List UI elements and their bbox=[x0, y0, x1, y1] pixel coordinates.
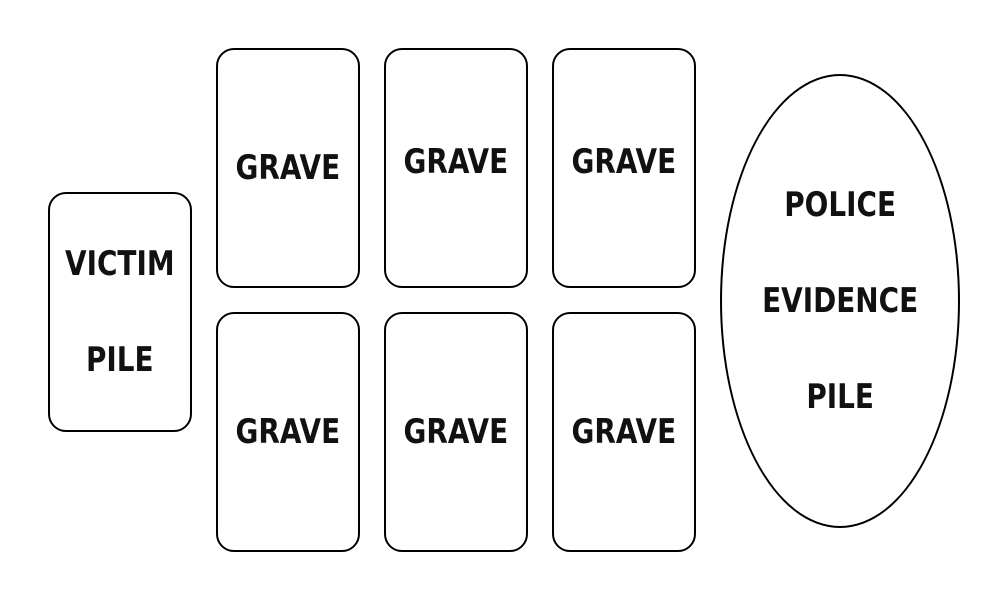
victim-pile[interactable]: VICTIM PILE bbox=[48, 192, 192, 432]
grave-label: GRAVE bbox=[403, 142, 509, 182]
grave-label: GRAVE bbox=[235, 412, 341, 452]
police-evidence-pile-label-line3: PILE bbox=[806, 377, 874, 417]
victim-pile-label: VICTIM PILE bbox=[65, 192, 175, 432]
victim-pile-label-line2: PILE bbox=[86, 340, 154, 380]
police-evidence-pile-label-line2: EVIDENCE bbox=[761, 281, 919, 321]
grave-label: GRAVE bbox=[571, 412, 677, 452]
police-evidence-pile[interactable]: POLICE EVIDENCE PILE bbox=[720, 74, 960, 528]
grave-slot-2[interactable]: GRAVE bbox=[384, 48, 528, 288]
grave-slot-3[interactable]: GRAVE bbox=[552, 48, 696, 288]
grave-slot-5[interactable]: GRAVE bbox=[384, 312, 528, 552]
grave-slot-6[interactable]: GRAVE bbox=[552, 312, 696, 552]
grave-label: GRAVE bbox=[235, 148, 341, 188]
victim-pile-label-line1: VICTIM bbox=[65, 244, 175, 284]
grave-label: GRAVE bbox=[571, 142, 677, 182]
police-evidence-pile-label-line1: POLICE bbox=[784, 185, 896, 225]
police-evidence-pile-label: POLICE EVIDENCE PILE bbox=[762, 133, 918, 469]
grave-slot-1[interactable]: GRAVE bbox=[216, 48, 360, 288]
grave-label: GRAVE bbox=[403, 412, 509, 452]
grave-slot-4[interactable]: GRAVE bbox=[216, 312, 360, 552]
